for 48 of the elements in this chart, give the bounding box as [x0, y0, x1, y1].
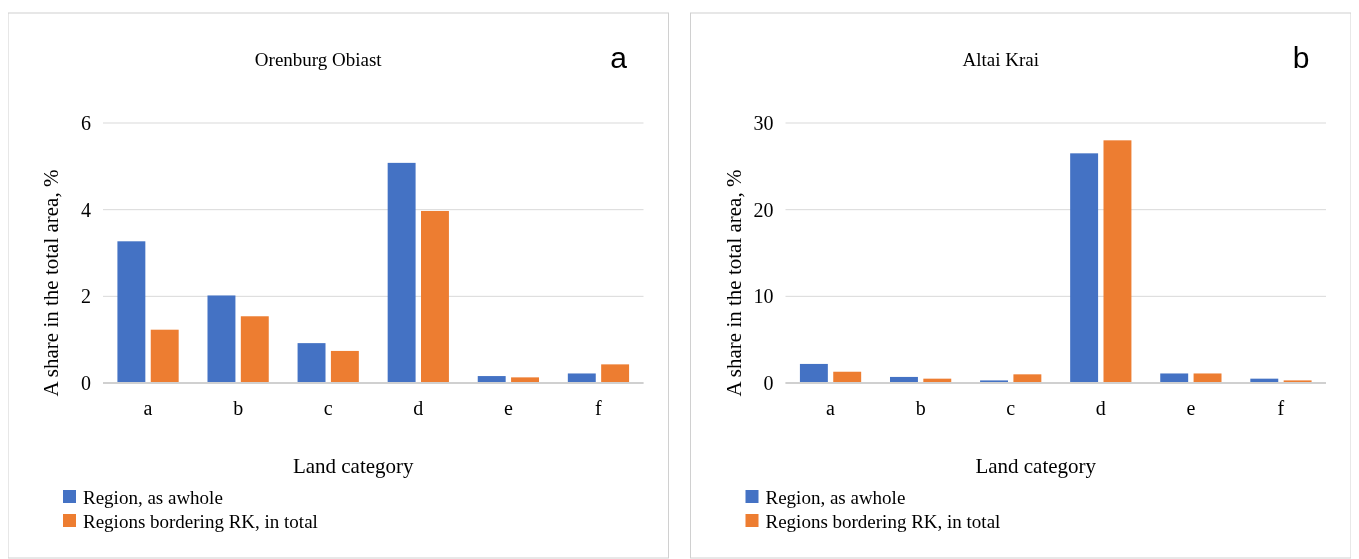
x-tick-label: f [1277, 397, 1285, 419]
legend-label: Regions bordering RK, in total [83, 510, 318, 532]
chart-title: Altai Krai [962, 49, 1040, 70]
x-tick-label: e [1186, 397, 1196, 419]
bar [601, 364, 630, 383]
y-tick-label: 0 [81, 372, 91, 394]
y-axis-title: A share in the total area, % [39, 169, 63, 397]
x-tick-label: c [323, 397, 333, 419]
legend-label: Region, as awhole [765, 486, 906, 508]
x-tick-label: c [1006, 397, 1016, 419]
text: b [1292, 41, 1310, 74]
text: a [610, 41, 628, 74]
bar [1193, 373, 1222, 383]
bar [1160, 373, 1189, 383]
x-axis-title: Land category [975, 454, 1097, 478]
bar [207, 295, 236, 383]
x-tick-label: f [595, 397, 603, 419]
x-tick-label: d [1095, 397, 1106, 419]
bar [799, 363, 828, 383]
y-tick-label: 20 [753, 198, 774, 221]
y-tick-label: 4 [81, 198, 91, 221]
y-tick-label: 10 [753, 285, 774, 308]
bar [1103, 140, 1132, 383]
x-tick-label: d [413, 397, 424, 419]
bar [420, 210, 449, 383]
x-tick-label: b [915, 397, 926, 419]
x-tick-label: b [233, 397, 244, 419]
x-tick-label: a [143, 397, 153, 419]
y-tick-label: 6 [81, 112, 91, 134]
bar [567, 373, 596, 383]
chart-title: Orenburg Obiast [254, 49, 383, 70]
bar [330, 350, 359, 383]
y-tick-label: 30 [753, 112, 774, 134]
bar [240, 316, 269, 383]
bar [297, 343, 326, 383]
bar [1013, 374, 1042, 383]
bar [150, 329, 179, 383]
x-axis-title: Land category [292, 454, 415, 478]
bar [387, 162, 416, 383]
bar [1070, 153, 1099, 383]
x-tick-label: e [503, 397, 513, 419]
legend-label: Region, as awhole [83, 486, 223, 508]
x-tick-label: a [826, 397, 836, 419]
y-tick-label: 2 [81, 285, 91, 308]
legend-label: Regions bordering RK, in total [765, 510, 1001, 532]
y-tick-label: 0 [763, 372, 774, 394]
y-axis-title: A share in the total area, % [721, 169, 746, 397]
bar [117, 241, 146, 383]
